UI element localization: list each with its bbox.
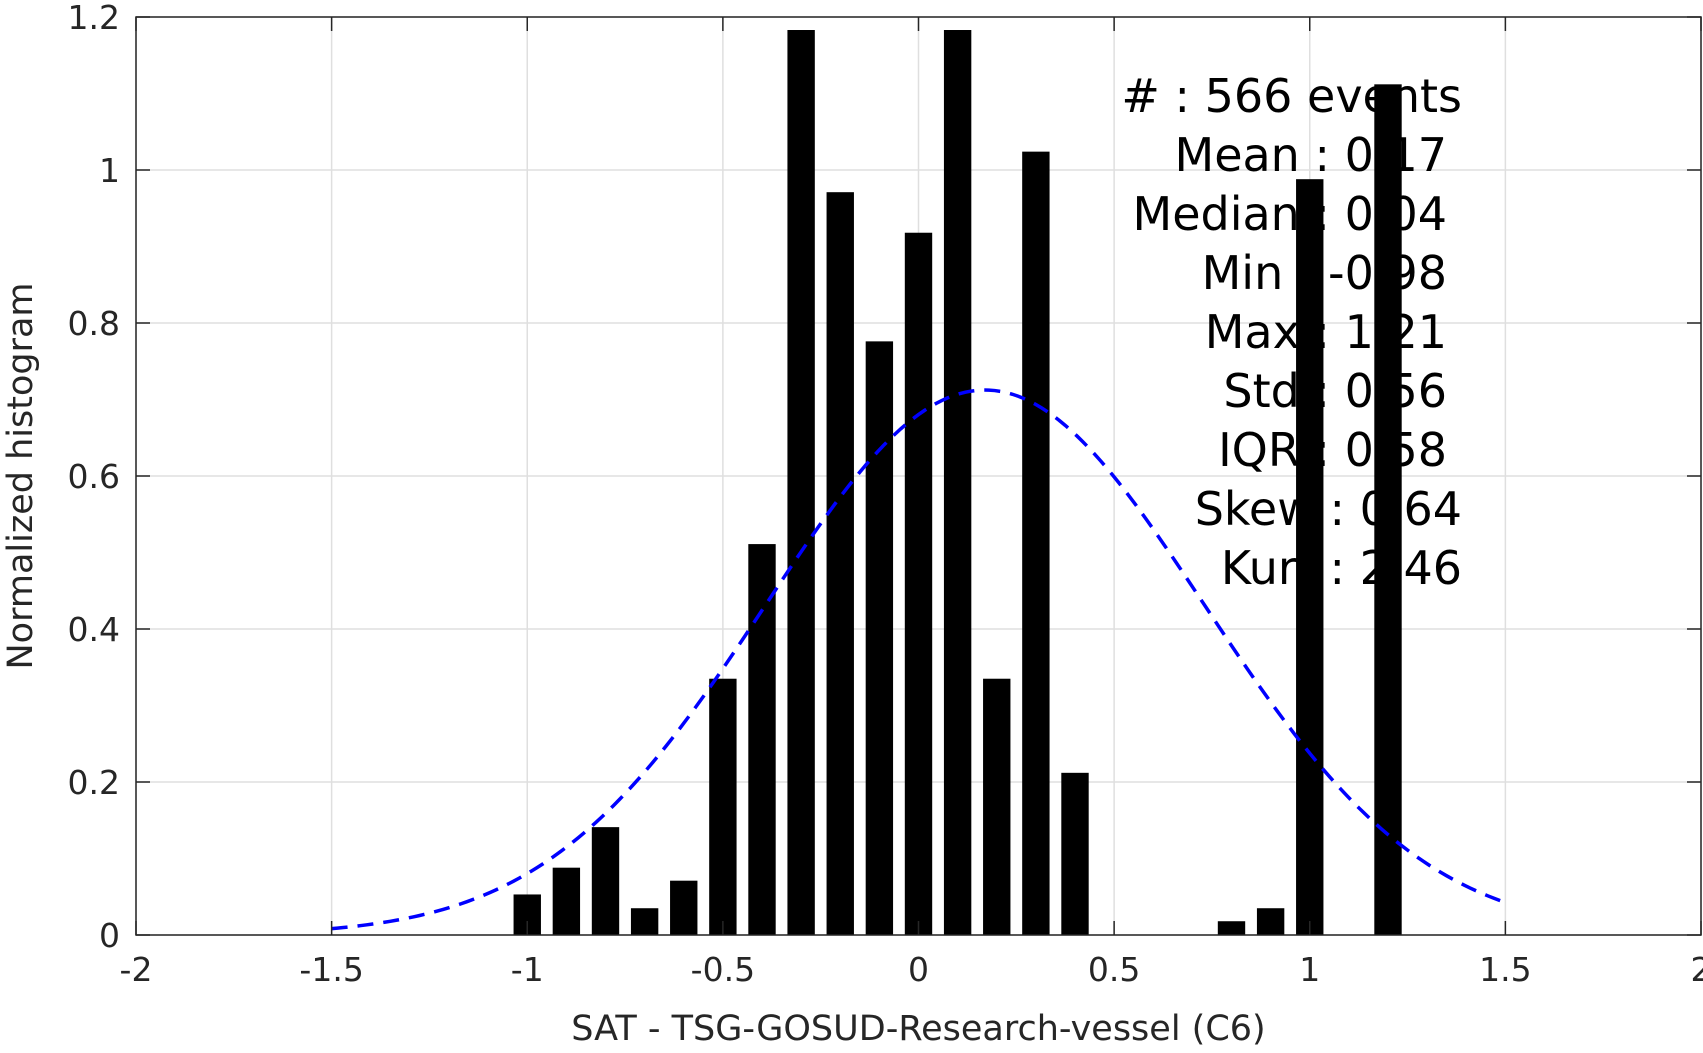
histogram-bar: [1256, 908, 1285, 935]
histogram-bar: [670, 880, 698, 935]
y-tick-label: 0.4: [68, 610, 120, 649]
stats-line: Mean : 0.17: [1175, 128, 1448, 182]
y-tick-label: 0.6: [68, 457, 120, 496]
x-tick-label: -1.5: [299, 950, 363, 989]
y-tick-label: 0.2: [68, 763, 120, 802]
x-tick-label: 0.5: [1088, 950, 1140, 989]
histogram-bar: [1296, 179, 1324, 935]
histogram-bar: [787, 30, 815, 935]
histogram-bar: [1217, 921, 1246, 935]
histogram-bar: [591, 827, 620, 935]
normal-fit-curve: [331, 388, 1506, 931]
x-tick-label: 0: [908, 950, 929, 989]
histogram-bar: [1374, 84, 1402, 935]
histogram-bar: [1022, 151, 1050, 935]
y-tick-label: 1.2: [68, 0, 120, 37]
stats-line: Skew : 0.64: [1195, 482, 1462, 536]
y-axis-title: Normalized histogram: [1, 282, 41, 669]
histogram-bar: [552, 867, 581, 935]
histogram-bar: [904, 232, 933, 936]
histogram-bar: [1061, 772, 1089, 935]
histogram-bar: [709, 678, 737, 935]
x-tick-label: 1.5: [1479, 950, 1531, 989]
x-tick-label: 2: [1691, 950, 1703, 989]
stats-line: Min : -0.98: [1202, 246, 1447, 300]
stats-line: Kurt : 2.46: [1221, 541, 1462, 595]
stats-line: # : 566 events: [1121, 69, 1462, 123]
histogram-bars: [513, 30, 1402, 936]
x-tick-label: -0.5: [691, 950, 755, 989]
histogram-bar: [865, 341, 894, 935]
y-tick-label: 0: [99, 916, 120, 955]
histogram-bar: [630, 908, 659, 935]
x-axis-title: SAT - TSG-GOSUD-Research-vessel (C6): [571, 1009, 1265, 1049]
y-tick-label: 1: [99, 151, 120, 190]
x-tick-label: 1: [1299, 950, 1320, 989]
stats-line: IQR : 0.58: [1218, 423, 1447, 477]
x-tick-label: -1: [511, 950, 544, 989]
axis-ticks: [135, 16, 1702, 936]
histogram-bar: [748, 544, 776, 935]
stats-line: Std : 0.56: [1223, 364, 1447, 418]
x-tick-label: -2: [120, 950, 153, 989]
stats-line: Median : 0.04: [1133, 187, 1447, 241]
y-tick-label: 0.8: [68, 304, 120, 343]
histogram-bar: [983, 678, 1011, 935]
x-tick-labels: -2 -1.5 -1 -0.5 0 0.5 1 1.5 2: [120, 950, 1703, 989]
stats-line: Max : 1.21: [1205, 305, 1447, 359]
histogram-bar: [943, 30, 972, 935]
y-tick-labels: 0 0.2 0.4 0.6 0.8 1 1.2: [68, 0, 120, 955]
histogram-bar: [826, 192, 854, 935]
